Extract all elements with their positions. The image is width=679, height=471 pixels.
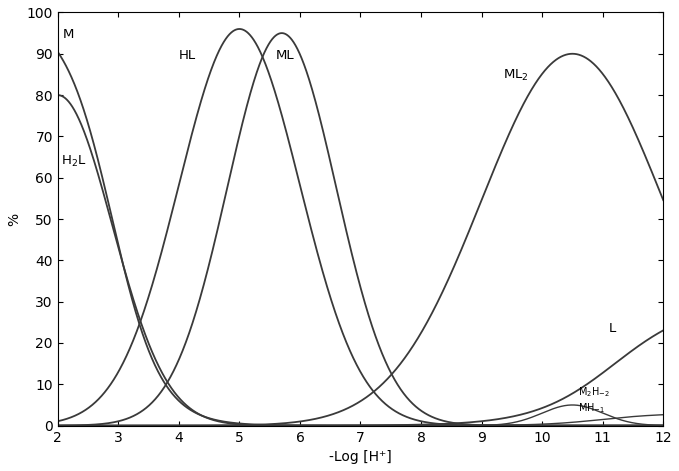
Text: HL: HL bbox=[179, 49, 196, 62]
Text: L: L bbox=[609, 322, 616, 335]
Text: ML$_2$: ML$_2$ bbox=[502, 67, 529, 83]
Text: M: M bbox=[62, 28, 74, 41]
X-axis label: -Log [H⁺]: -Log [H⁺] bbox=[329, 450, 392, 464]
Text: M$_2$H$_{-2}$: M$_2$H$_{-2}$ bbox=[579, 385, 610, 399]
Text: ML: ML bbox=[276, 49, 294, 62]
Text: H$_2$L: H$_2$L bbox=[60, 154, 86, 170]
Y-axis label: %: % bbox=[7, 212, 21, 226]
Text: MH$_{-1}$: MH$_{-1}$ bbox=[579, 401, 606, 415]
